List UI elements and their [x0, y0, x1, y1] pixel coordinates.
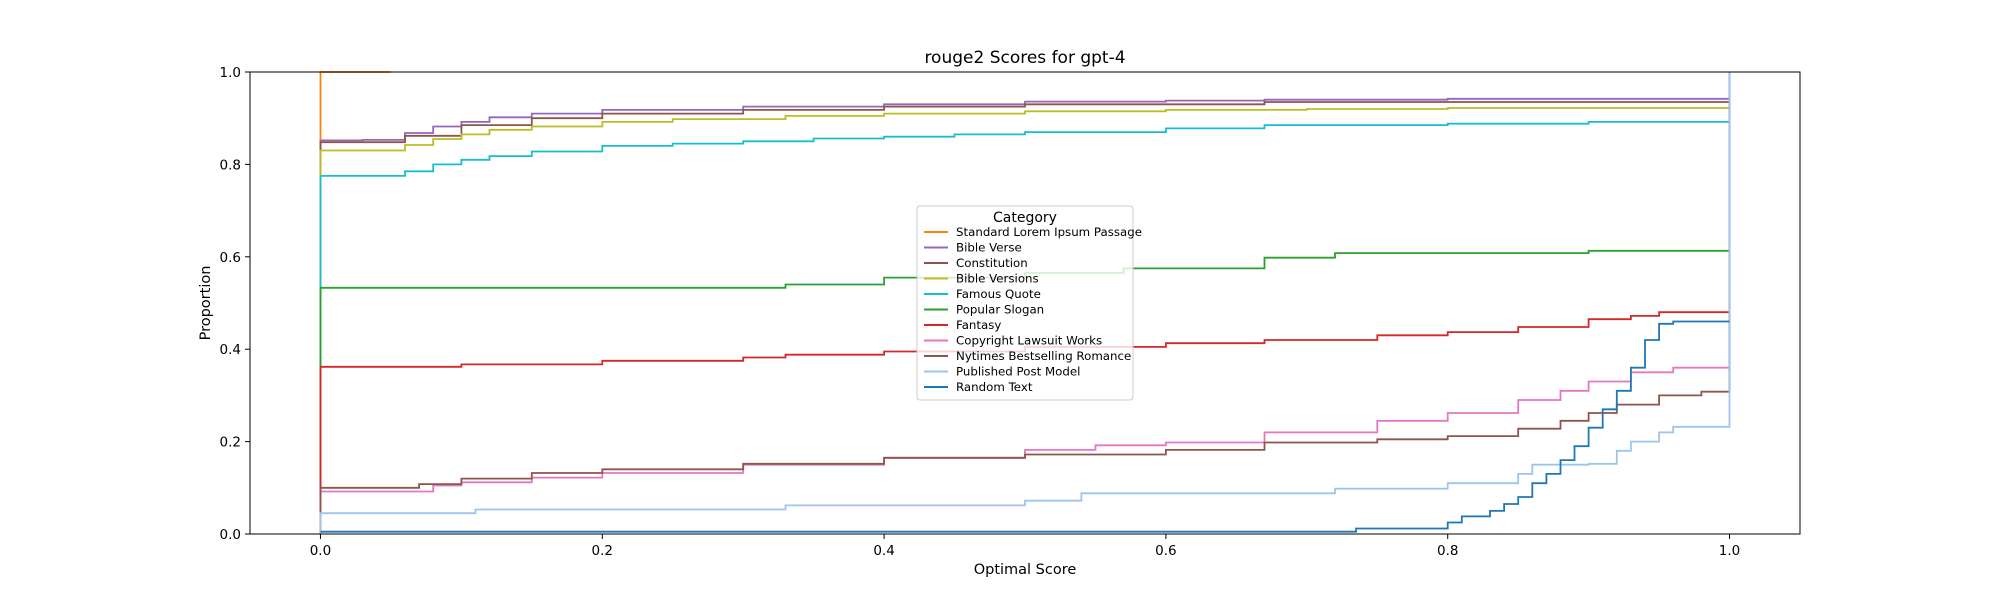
plot-frame [249, 71, 1801, 535]
x-axis-label: Optimal Score [974, 562, 1077, 578]
series-line-10 [320, 320, 1730, 533]
y-tick-label: 0.4 [220, 342, 241, 358]
series-line-4 [319, 72, 1731, 534]
y-tick-label: 0.2 [220, 435, 241, 451]
series-layer [319, 71, 1731, 534]
series-line-2 [319, 72, 1731, 534]
legend: Category Standard Lorem Ipsum Passage Bib… [916, 205, 1142, 401]
legend-frame [916, 205, 1134, 401]
legend-label-6: Fantasy [956, 318, 1001, 332]
y-tick-label: 1.0 [220, 65, 241, 81]
x-axis-ticks: 0.0 0.2 0.4 0.6 0.8 1.0 [310, 534, 1740, 559]
legend-label-0: Standard Lorem Ipsum Passage [956, 225, 1142, 239]
x-tick-label: 0.6 [1155, 543, 1176, 559]
legend-label-8: Nytimes Bestselling Romance [956, 349, 1131, 363]
y-axis-ticks: 0.0 0.2 0.4 0.6 0.8 1.0 [220, 65, 250, 543]
chart-title: rouge2 Scores for gpt-4 [924, 48, 1125, 68]
series-line-6 [319, 72, 1731, 534]
y-tick-label: 0.8 [220, 157, 241, 173]
x-tick-label: 0.2 [592, 543, 613, 559]
x-tick-label: 0.4 [873, 543, 894, 559]
x-tick-label: 0.0 [310, 543, 331, 559]
y-tick-label: 0.6 [220, 250, 241, 266]
legend-label-3: Bible Versions [956, 272, 1039, 286]
legend-label-10: Random Text [956, 380, 1033, 394]
series-line-3 [319, 72, 1731, 534]
legend-label-1: Bible Verse [956, 241, 1022, 255]
series-line-1 [319, 72, 1731, 534]
legend-label-5: Popular Slogan [956, 303, 1044, 317]
x-tick-label: 1.0 [1719, 543, 1740, 559]
x-tick-label: 0.8 [1437, 543, 1458, 559]
legend-label-4: Famous Quote [956, 287, 1041, 301]
legend-label-7: Copyright Lawsuit Works [956, 334, 1102, 348]
legend-label-2: Constitution [956, 256, 1028, 270]
y-tick-label: 0.0 [220, 527, 241, 543]
series-line-7 [319, 72, 1731, 534]
series-line-9 [319, 72, 1731, 534]
legend-label-9: Published Post Model [956, 365, 1080, 379]
y-axis-label: Proportion [198, 266, 214, 341]
legend-title: Category [993, 210, 1057, 226]
